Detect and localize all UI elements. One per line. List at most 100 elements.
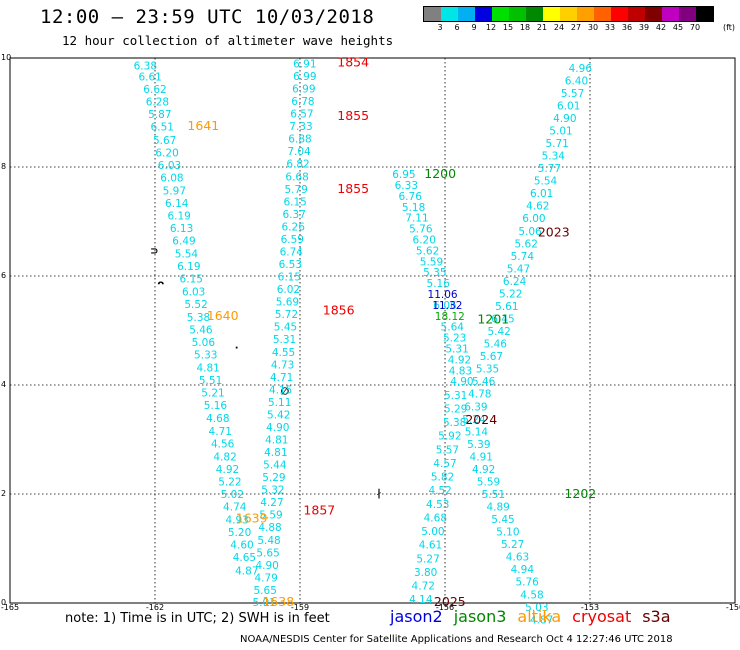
swh-value-label: 4.88 — [258, 522, 281, 534]
swh-value-label: 4.90 — [255, 560, 278, 572]
colorbar-swatch — [475, 7, 492, 21]
swh-value-label: 5.59 — [420, 256, 443, 268]
island-shape: ∅ — [281, 386, 290, 397]
swh-value-label: 5.42 — [487, 326, 510, 338]
swh-value-label: 4.71 — [270, 372, 293, 384]
swh-value-label: 4.52 — [428, 485, 451, 497]
colorbar-swatch — [594, 7, 611, 21]
swh-value-label: 6.08 — [160, 172, 183, 184]
swh-value-label: 5.01 — [549, 125, 572, 137]
swh-value-label: 6.01 — [557, 100, 580, 112]
colorbar-tick-label: 42 — [655, 23, 667, 32]
y-tick-label: 10 — [1, 53, 11, 62]
swh-value-label: 5.74 — [511, 251, 535, 263]
pass-time-label: 2023 — [538, 224, 570, 239]
pass-time-label: 1856 — [323, 302, 355, 317]
swh-value-label: 4.14 — [409, 594, 433, 606]
colorbar-swatch — [492, 7, 509, 21]
pass-time-label: 1638 — [262, 594, 294, 609]
swh-value-label: 5.46 — [189, 324, 213, 336]
track-jason3: 18.12 — [435, 311, 465, 323]
track-cryosat: 6.916.996.996.786.577.336.887.046.826.68… — [253, 58, 317, 608]
pass-time-label: 1202 — [564, 486, 596, 501]
swh-value-label: 3.80 — [414, 567, 437, 579]
colorbar-tick-label: 27 — [570, 23, 582, 32]
swh-value-label: 5.87 — [148, 109, 171, 121]
y-tick-label: 0 — [1, 598, 6, 607]
pass-time-label: 1857 — [303, 502, 335, 517]
swh-value-label: 6.02 — [277, 284, 300, 296]
map-islands: ⊃ ᴖ · ∅ ∤ — [150, 246, 381, 500]
swh-value-label: 5.67 — [153, 135, 176, 147]
swh-value-label: 5.34 — [542, 151, 566, 163]
wave-height-map: 0 2 4 6 8 10 -165 -162 -159 -156 -153 -150 ⊃ ᴖ · ∅ ∤ 6.… — [1, 53, 740, 626]
swh-value-label: 4.81 — [196, 363, 219, 375]
swh-value-label: 5.38 — [443, 417, 466, 429]
y-tick-label: 6 — [1, 271, 6, 280]
swh-value-label: 4.71 — [209, 426, 232, 438]
swh-value-label: 5.48 — [257, 535, 280, 547]
swh-value-label: 5.21 — [201, 388, 224, 400]
colorbar-tick-label: 30 — [587, 23, 599, 32]
colorbar-tick-label: 33 — [604, 23, 616, 32]
island-shape: ⊃ — [150, 246, 158, 257]
swh-value-label: 5.27 — [501, 539, 524, 551]
swh-value-label: 6.82 — [286, 159, 309, 171]
swh-value-label: 5.22 — [499, 288, 522, 300]
pass-time-labels: 1854 1855 1855 1856 1857 1641 1640 1639 1638 1200… — [187, 54, 596, 609]
colorbar-swatch — [441, 7, 458, 21]
swh-value-label: 6.74 — [280, 246, 304, 258]
swh-value-label: 5.32 — [261, 485, 284, 497]
swh-value-label: 6.45 — [491, 314, 514, 326]
map-tick-labels: 0 2 4 6 8 10 -165 -162 -159 -156 -153 -150 — [1, 53, 740, 612]
swh-value-label: 5.44 — [263, 460, 287, 472]
swh-value-label: 5.29 — [444, 403, 467, 415]
swh-value-label: 4.74 — [223, 502, 247, 514]
swh-value-label: 5.57 — [561, 88, 584, 100]
map-title: 12:00 — 23:59 UTC 10/03/2018 — [40, 6, 375, 28]
swh-value-label: 4.96 — [569, 63, 593, 75]
colorbar-swatch — [560, 7, 577, 21]
swh-value-label: 5.57 — [436, 444, 459, 456]
swh-value-label: 4.90 — [450, 376, 473, 388]
swh-value-label: 4.60 — [230, 540, 253, 552]
island-shape: ᴖ — [157, 279, 164, 290]
legend-item-jason3: jason3 — [453, 607, 507, 626]
swh-value-label: 5.27 — [416, 553, 439, 565]
footer-credit: NOAA/NESDIS Center for Satellite Applica… — [240, 634, 673, 645]
swh-value-label: 6.06 — [433, 300, 457, 312]
colorbar-swatch — [679, 7, 696, 21]
colorbar-swatch — [662, 7, 679, 21]
pass-time-label: 2025 — [434, 594, 466, 609]
swh-value-label: 5.03 — [525, 602, 548, 614]
swh-value-label: 5.46 — [472, 376, 496, 388]
swh-value-label: 4.72 — [412, 581, 435, 593]
swh-value-label: 5.42 — [267, 409, 290, 421]
swh-value-label: 5.38 — [187, 312, 210, 324]
colorbar-tick-label: 9 — [471, 23, 477, 32]
satellite-legend: jason2 jason3 altika cryosat s3a — [390, 607, 682, 626]
colorbar-swatch — [645, 7, 662, 21]
swh-value-label: 6.19 — [177, 261, 200, 273]
swh-value-label: 4.68 — [424, 512, 447, 524]
swh-value-label: 6.53 — [279, 259, 302, 271]
x-tick-label: -156 — [436, 603, 454, 612]
swh-value-label: 6.00 — [522, 213, 545, 225]
swh-value-label: 6.91 — [293, 58, 316, 70]
swh-value-label: 4.61 — [419, 540, 442, 552]
swh-value-label: 5.00 — [421, 526, 444, 538]
legend-item-altika: altika — [517, 607, 562, 626]
pass-time-label: 2024 — [465, 412, 497, 427]
swh-value-label: 6.61 — [138, 72, 161, 84]
wave-height-colorbar — [423, 6, 714, 22]
colorbar-tick-label: 36 — [621, 23, 633, 32]
swh-value-label: 4.62 — [526, 201, 549, 213]
swh-value-label: 5.33 — [194, 349, 217, 361]
swh-value-label: 5.16 — [427, 278, 451, 290]
swh-value-label: 7.11 — [405, 213, 428, 225]
swh-value-label: 4.78 — [468, 389, 491, 401]
colorbar-tick-label: 15 — [502, 23, 514, 32]
pass-time-label: 1640 — [207, 308, 239, 323]
swh-value-label: 5.45 — [491, 514, 514, 526]
swh-value-label: 6.26 — [282, 221, 306, 233]
